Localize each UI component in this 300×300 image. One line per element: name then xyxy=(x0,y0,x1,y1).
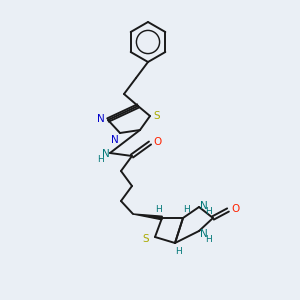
Text: H: H xyxy=(98,155,104,164)
Text: N: N xyxy=(111,135,119,145)
Text: H: H xyxy=(205,208,212,217)
Text: H: H xyxy=(176,247,182,256)
Text: H: H xyxy=(154,206,161,214)
Text: S: S xyxy=(143,234,149,244)
Text: N: N xyxy=(200,229,208,239)
Text: N: N xyxy=(200,201,208,211)
Text: O: O xyxy=(153,137,161,147)
Text: H: H xyxy=(205,236,212,244)
Text: N: N xyxy=(97,114,105,124)
Text: H: H xyxy=(184,206,190,214)
Polygon shape xyxy=(133,214,162,220)
Text: N: N xyxy=(102,149,110,159)
Text: O: O xyxy=(231,204,239,214)
Text: S: S xyxy=(154,111,160,121)
